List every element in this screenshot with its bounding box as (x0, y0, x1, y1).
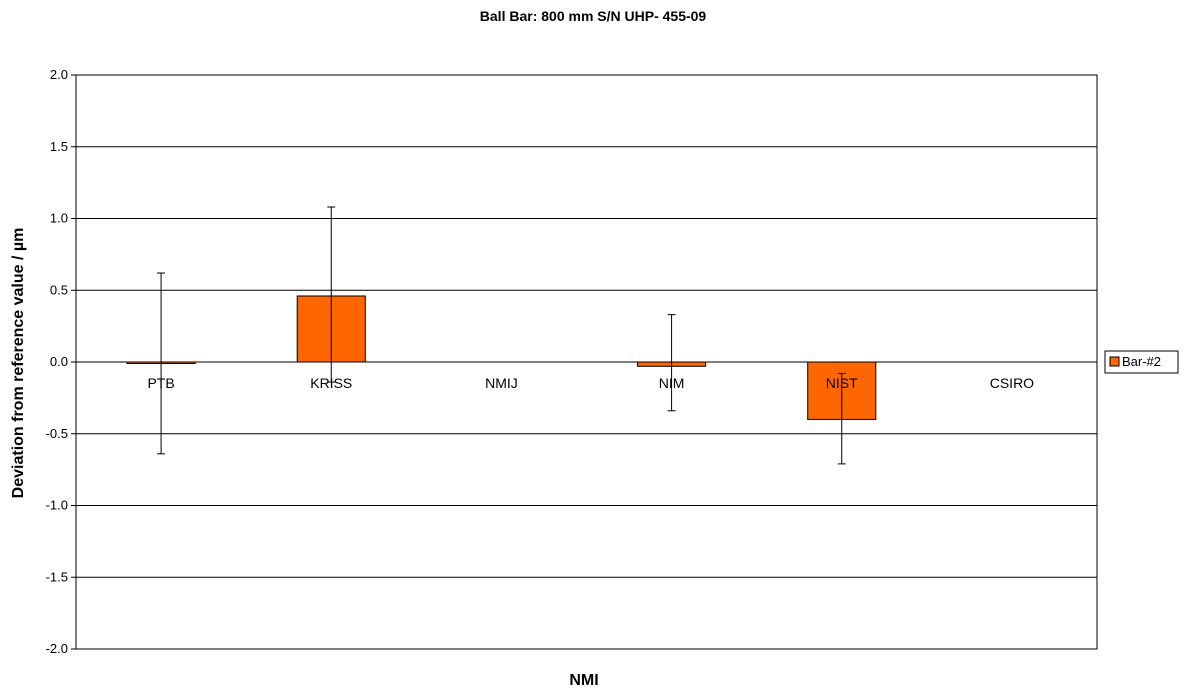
y-tick-label: 1.5 (50, 139, 68, 154)
category-label: CSIRO (990, 375, 1034, 391)
category-label: NMIJ (485, 375, 518, 391)
category-label: NIM (659, 375, 685, 391)
legend-box (1104, 350, 1179, 374)
y-tick-label: -2.0 (46, 641, 68, 656)
y-tick-label: 0.0 (50, 354, 68, 369)
error-bars (157, 206, 846, 465)
category-label: NIST (826, 375, 858, 391)
legend-label: Bar-#2 (1122, 354, 1161, 369)
category-label: PTB (147, 375, 174, 391)
y-tick-label: 0.5 (50, 282, 68, 297)
legend: Bar-#2 (1104, 350, 1179, 374)
y-tick-label: -1.0 (46, 498, 68, 513)
bars (126, 295, 877, 420)
legend-swatch (1109, 356, 1120, 367)
x-axis-title: NMI (569, 672, 598, 689)
y-tick-label: -0.5 (46, 426, 68, 441)
chart-title: Ball Bar: 800 mm S/N UHP- 455-09 (480, 8, 707, 24)
category-label: KRISS (310, 375, 352, 391)
y-axis-title: Deviation from reference value / µm (10, 228, 27, 499)
grid-lines (76, 74, 1097, 650)
category-labels: PTB KRISS NMIJ NIM NIST CSIRO (147, 375, 1034, 391)
y-axis-ticks: 2.0 1.5 1.0 0.5 0.0 -0.5 -1.0 -1.5 -2.0 (46, 67, 76, 656)
y-tick-label: -1.5 (46, 569, 68, 584)
y-tick-label: 1.0 (50, 211, 68, 226)
y-tick-label: 2.0 (50, 67, 68, 82)
